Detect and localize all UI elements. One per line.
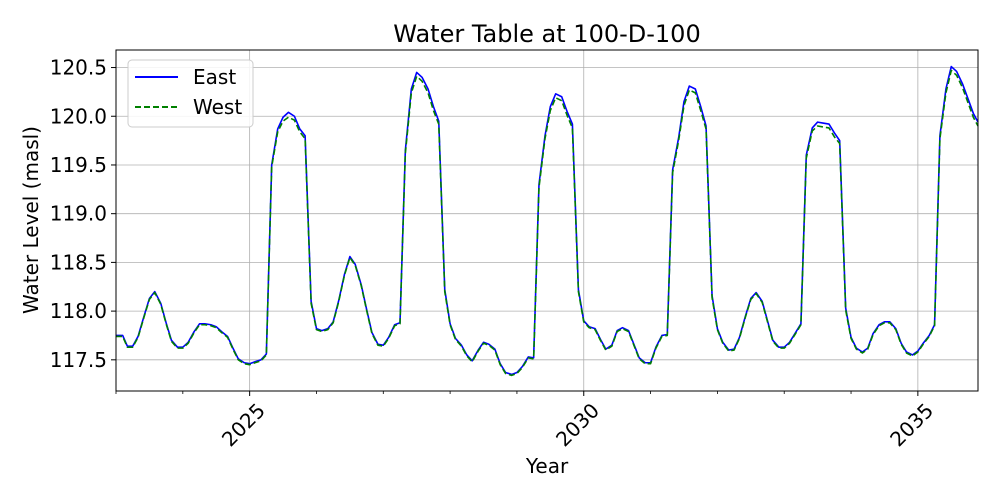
y-tick-label: 118.5 (50, 250, 107, 274)
chart-title: Water Table at 100-D-100 (393, 20, 700, 48)
x-tick-label: 2035 (885, 398, 938, 451)
x-tick-label: 2030 (551, 398, 604, 451)
legend: East West (127, 59, 254, 128)
y-tick-label: 120.0 (50, 104, 107, 128)
legend-label-east: East (193, 65, 236, 89)
x-axis-label: Year (525, 454, 569, 478)
y-tick-label: 119.0 (50, 202, 107, 226)
plot-frame (115, 49, 979, 392)
y-tick-label: 118.0 (50, 299, 107, 323)
y-tick-label: 117.5 (50, 348, 107, 372)
x-tick-label: 2025 (217, 398, 270, 451)
legend-label-west: West (193, 95, 242, 119)
y-axis-label: Water Level (masl) (19, 126, 43, 314)
series-lines (116, 65, 979, 377)
y-tick-label: 119.5 (50, 153, 107, 177)
grid (116, 50, 978, 391)
y-tick-label: 120.5 (50, 56, 107, 80)
series-line-west (116, 69, 979, 377)
